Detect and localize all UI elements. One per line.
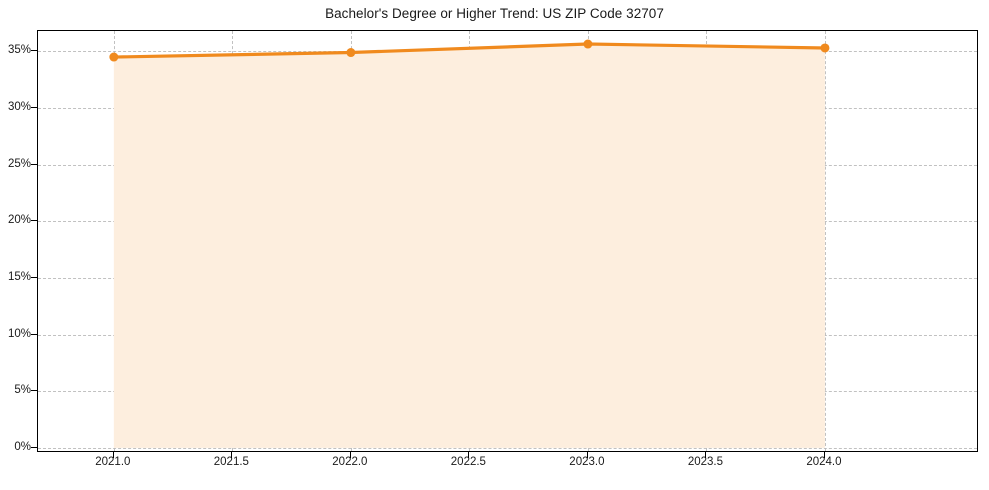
y-axis-tick-mark xyxy=(31,446,37,448)
y-axis-tick-mark xyxy=(31,107,37,109)
y-axis-tick-marks xyxy=(0,30,37,452)
gridline-vertical xyxy=(824,31,826,451)
x-axis-tick-mark xyxy=(705,452,707,458)
y-axis-tick-mark xyxy=(31,333,37,335)
y-axis-tick-label: 20% xyxy=(7,214,31,227)
gridline-horizontal xyxy=(38,447,977,449)
data-point-marker xyxy=(109,52,119,62)
series-area-fill xyxy=(113,44,825,448)
x-axis-tick-mark xyxy=(468,452,470,458)
y-axis-tick-labels: 0% 5% 10% 15% 20% 25% 30% 35% xyxy=(0,30,31,453)
x-axis-tick-mark xyxy=(349,452,351,458)
y-axis-tick-mark xyxy=(31,220,37,222)
series-line xyxy=(112,42,827,59)
y-axis-tick-mark xyxy=(31,163,37,165)
x-axis-tick-label: 2021.0 xyxy=(95,456,131,468)
data-point-marker xyxy=(820,43,830,53)
x-axis-tick-label: 2022.0 xyxy=(332,456,368,468)
y-axis-tick-label: 5% xyxy=(14,384,31,397)
x-axis-tick-label: 2024.0 xyxy=(806,456,842,468)
x-axis-tick-label: 2023.5 xyxy=(687,456,723,468)
y-axis-tick-label: 0% xyxy=(14,440,31,453)
x-axis-tick-mark xyxy=(586,452,588,458)
plot-area xyxy=(37,30,978,452)
y-axis-tick-mark xyxy=(31,50,37,52)
x-axis-tick-label: 2023.0 xyxy=(569,456,605,468)
y-axis-tick-label: 15% xyxy=(7,270,31,283)
plot-inner xyxy=(38,31,977,451)
x-axis-tick-label: 2021.5 xyxy=(213,456,249,468)
y-axis-tick-label: 35% xyxy=(7,44,31,57)
y-axis-tick-label: 30% xyxy=(7,101,31,114)
y-axis-tick-label: 10% xyxy=(7,327,31,340)
data-point-marker xyxy=(583,39,593,49)
x-axis-tick-label: 2022.5 xyxy=(450,456,486,468)
y-axis-tick-mark xyxy=(31,390,37,392)
x-axis-tick-labels: 2021.0 2021.5 2022.0 2022.5 2023.0 2023.5 2024… xyxy=(37,456,978,476)
x-axis-tick-mark xyxy=(823,452,825,458)
y-axis-tick-label: 25% xyxy=(7,157,31,170)
chart-title: Bachelor's Degree or Higher Trend: US ZI… xyxy=(325,6,664,21)
series-area-line xyxy=(109,39,830,448)
y-axis-tick-mark xyxy=(31,276,37,278)
x-axis-tick-mark xyxy=(112,452,114,458)
data-point-marker xyxy=(346,48,356,58)
x-axis-tick-mark xyxy=(231,452,233,458)
